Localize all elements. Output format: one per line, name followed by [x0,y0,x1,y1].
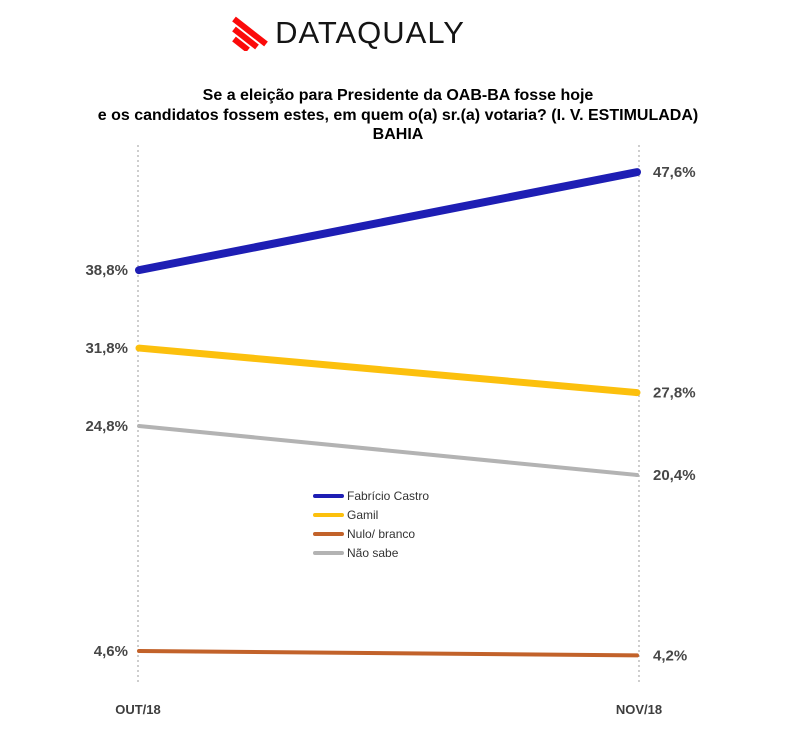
legend-item-fabricio-castro: Fabrício Castro [313,486,429,505]
logo-diagonal-stripes-icon [231,14,269,51]
value-labels: 38,8% 47,6% 31,8% 27,8% 4,6% 4,2% 24,8% 20,4% [85,164,695,664]
value-label-out18-gamil: 31,8% [85,340,128,357]
legend-label-fabricio-castro: Fabrício Castro [347,488,430,503]
value-label-nov18-nao-sabe: 20,4% [653,467,696,484]
legend-swatch-nao-sabe [313,550,344,555]
series-line-nao-sabe [137,424,639,478]
value-label-out18-nulo-branco: 4,6% [94,643,128,660]
legend-item-nulo-branco: Nulo/ branco [313,524,429,543]
value-label-out18-fabricio-castro: 38,8% [85,262,128,279]
legend-label-gamil: Gamil [347,507,379,522]
legend-swatch-gamil [313,512,344,517]
legend-swatch-nulo-branco [313,531,344,536]
legend-label-nulo-branco: Nulo/ branco [347,526,416,541]
logo: DATAQUALY [0,14,746,51]
legend: Fabrício Castro Gamil Nulo/ branco Não sabe [313,486,429,562]
value-label-nov18-gamil: 27,8% [653,385,696,402]
value-label-out18-nao-sabe: 24,8% [85,418,128,435]
x-axis-label-out18: OUT/18 [115,702,161,717]
legend-label-nao-sabe: Não sabe [347,545,399,560]
chart-title-line-2: e os candidatos fossem estes, em quem o(… [97,106,699,124]
legend-item-nao-sabe: Não sabe [313,543,429,562]
value-label-nov18-fabricio-castro: 47,6% [653,164,696,181]
legend-item-gamil: Gamil [313,505,429,524]
series-line-gamil [135,344,641,397]
value-label-nov18-nulo-branco: 4,2% [653,647,687,664]
logo-text: DATAQUALY [275,14,465,50]
series-lines [135,168,641,658]
series-line-fabricio-castro [135,168,641,275]
chart-title-line-1: Se a eleição para Presidente da OAB-BA f… [202,87,594,104]
chart-title-line-3: BAHIA [372,126,424,143]
chart-title: Se a eleição para Presidente da OAB-BA f… [0,86,796,145]
legend-swatch-fabricio-castro [313,493,344,498]
x-axis-label-nov18: NOV/18 [615,702,663,717]
series-line-nulo-branco [137,648,639,658]
